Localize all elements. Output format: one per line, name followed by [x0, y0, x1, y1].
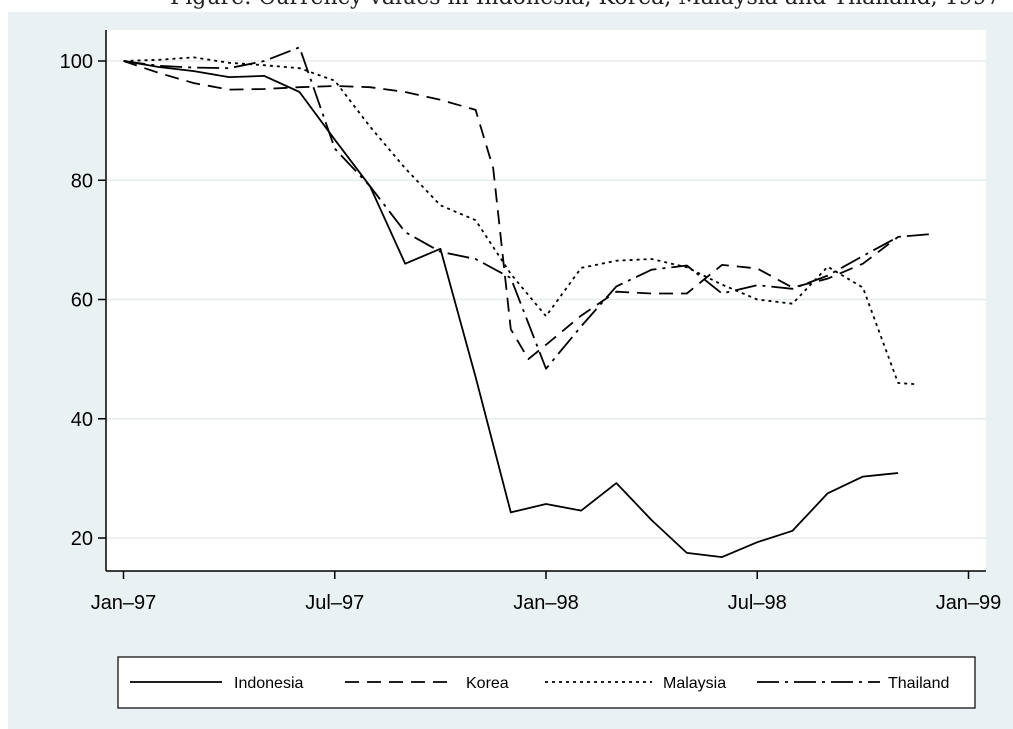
series-line-thailand: [123, 46, 934, 370]
legend-label-malaysia: Malaysia: [663, 675, 726, 692]
legend: Indonesia Korea Malaysia Thailand: [117, 656, 976, 709]
series-lines: [123, 46, 934, 558]
x-tick-label: Jul–98: [728, 592, 787, 614]
y-tick-label: 40: [71, 409, 93, 431]
figure-caption-strip: Figure: Currency values in Indonesia, Ko…: [0, 0, 1013, 12]
legend-label-thailand: Thailand: [888, 675, 949, 692]
figure-caption: Figure: Currency values in Indonesia, Ko…: [170, 0, 1013, 10]
series-line-indonesia: [123, 60, 899, 558]
y-tick-label: 60: [71, 290, 93, 312]
y-tick-label: 80: [71, 170, 93, 192]
x-tick-label: Jul–97: [305, 592, 364, 614]
axes: 20 40 60 80 100 Jan–97 Jul–97 Jan–98 Jul–98 Jan–9…: [60, 30, 1002, 614]
x-tick-label: Jan–98: [513, 592, 579, 614]
x-tick-label: Jan–99: [936, 592, 1002, 614]
gridlines: [106, 60, 986, 539]
legend-label-korea: Korea: [466, 675, 509, 692]
y-tick-label: 20: [71, 528, 93, 550]
legend-label-indonesia: Indonesia: [234, 675, 303, 692]
x-tick-label: Jan–97: [91, 592, 157, 614]
series-line-malaysia: [123, 56, 916, 386]
series-line-korea: [123, 60, 899, 360]
y-tick-label: 100: [60, 51, 93, 73]
plot-area: [106, 30, 986, 571]
